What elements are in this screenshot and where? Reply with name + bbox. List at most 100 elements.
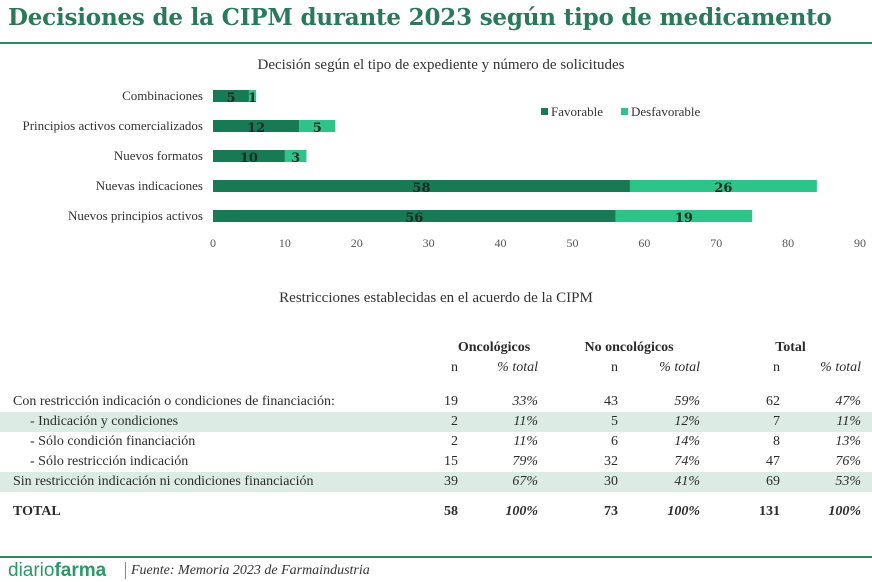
cell: 69	[700, 472, 780, 492]
cell: 47	[766, 454, 780, 469]
footer-divider	[0, 556, 872, 558]
cell: 12%	[618, 412, 700, 432]
x-tick-label: 80	[782, 236, 794, 250]
bar-favorable	[213, 180, 630, 192]
x-tick-label: 20	[351, 236, 363, 250]
bar-favorable	[213, 210, 616, 222]
data-label-favorable: 56	[405, 211, 423, 226]
cell: 39	[430, 472, 458, 492]
row-label: - Sólo condición financiación	[30, 434, 196, 449]
cell: 11%	[780, 412, 861, 432]
subheader-pct: % total	[820, 360, 861, 375]
data-label-favorable: 12	[247, 121, 265, 136]
cell: 33%	[512, 394, 538, 409]
group-header: No oncológicos	[584, 340, 674, 355]
x-tick-label: 30	[423, 236, 435, 250]
cell: 19	[444, 394, 458, 409]
cell: 41%	[618, 472, 700, 492]
category-label: Combinaciones	[122, 88, 203, 103]
bar-favorable	[213, 90, 249, 102]
cell: 53%	[780, 472, 861, 492]
cell: 2	[430, 412, 458, 432]
brand-logo-part1: diario	[8, 560, 55, 581]
subheader-row: n % total n % total n % total	[0, 358, 872, 378]
row-label: Con restricción indicación o condiciones…	[13, 394, 335, 409]
bar-favorable	[213, 150, 285, 162]
cell: 11%	[458, 412, 538, 432]
subheader-n: n	[611, 360, 618, 375]
cell: 67%	[458, 472, 538, 492]
x-tick-label: 0	[210, 236, 216, 250]
data-label-desfavorable: 19	[675, 211, 693, 226]
data-label-favorable: 58	[412, 181, 430, 196]
cell: 5	[538, 412, 618, 432]
x-tick-label: 90	[854, 236, 866, 250]
cell: 73	[604, 504, 618, 519]
cell: 76%	[835, 454, 861, 469]
chart-title: Decisión según el tipo de expediente y n…	[258, 57, 625, 73]
total-row: TOTAL 58 100% 73 100% 131 100%	[0, 492, 872, 532]
subheader-n: n	[451, 360, 458, 375]
category-label: Nuevos principios activos	[68, 208, 203, 223]
x-tick-label: 60	[638, 236, 650, 250]
cell: 7	[700, 412, 780, 432]
restrictions-table: Oncológicos No oncológicos Total n % tot…	[0, 338, 872, 532]
category-label: Principios activos comercializados	[22, 118, 203, 133]
cell: 6	[611, 434, 618, 449]
legend-label-favorable: Favorable	[551, 104, 603, 119]
footer-separator	[125, 562, 126, 579]
stacked-bar-chart: Decisión según el tipo de expediente y n…	[22, 57, 866, 250]
subheader-n: n	[773, 360, 780, 375]
brand-logo: diariofarma	[8, 560, 106, 582]
cell: 15	[444, 454, 458, 469]
title-divider	[0, 42, 872, 44]
category-label: Nuevos formatos	[114, 148, 203, 163]
bar-desfavorable	[629, 180, 817, 192]
cell: 58	[444, 504, 458, 519]
cell: 30	[538, 472, 618, 492]
row-label: TOTAL	[13, 504, 61, 519]
cell: 2	[451, 434, 458, 449]
legend-swatch-favorable	[541, 108, 548, 115]
x-tick-label: 70	[710, 236, 722, 250]
bar-desfavorable	[248, 90, 257, 102]
cell: 62	[766, 394, 780, 409]
cell: 13%	[835, 434, 861, 449]
data-label-favorable: 10	[240, 151, 258, 166]
source-note: Fuente: Memoria 2023 de Farmaindustria	[131, 563, 370, 578]
bar-favorable	[213, 120, 300, 132]
legend-label-desfavorable: Desfavorable	[631, 104, 701, 119]
data-label-favorable: 5	[226, 91, 235, 106]
bar-desfavorable	[299, 120, 336, 132]
cell: 59%	[674, 394, 700, 409]
chart-legend: Favorable Desfavorable	[541, 104, 701, 119]
table-row: - Indicación y condiciones 2 11% 5 12% 7…	[0, 412, 872, 432]
cell: 32	[604, 454, 618, 469]
group-header: Total	[775, 340, 806, 355]
bar-desfavorable	[615, 210, 753, 222]
table-row: - Sólo restricción indicación 15 79% 32 …	[0, 452, 872, 472]
subheader-pct: % total	[497, 360, 538, 375]
cell: 131	[759, 504, 780, 519]
legend-swatch-desfavorable	[621, 108, 628, 115]
data-label-desfavorable: 1	[248, 91, 257, 106]
cell: 74%	[674, 454, 700, 469]
table-row: Sin restricción indicación ni condicione…	[0, 472, 872, 492]
brand-logo-part2: farma	[54, 560, 107, 581]
cell: 100%	[505, 504, 538, 519]
data-label-desfavorable: 3	[291, 151, 300, 166]
bar-desfavorable	[284, 150, 307, 162]
cell: 47%	[835, 394, 861, 409]
category-label: Nuevas indicaciones	[96, 178, 203, 193]
category-labels: Combinaciones Principios activos comercia…	[22, 88, 203, 223]
row-label: - Sólo restricción indicación	[30, 454, 189, 469]
row-label: - Indicación y condiciones	[0, 412, 430, 432]
table-row: - Sólo condición financiación 2 11% 6 14…	[0, 432, 872, 452]
table-row: Con restricción indicación o condiciones…	[0, 392, 872, 412]
x-tick-label: 40	[495, 236, 507, 250]
x-axis-ticks: 0 10 20 30 40 50 60 70 80 90	[210, 236, 866, 250]
x-tick-label: 50	[566, 236, 578, 250]
x-tick-label: 10	[279, 236, 291, 250]
cell: 14%	[674, 434, 700, 449]
